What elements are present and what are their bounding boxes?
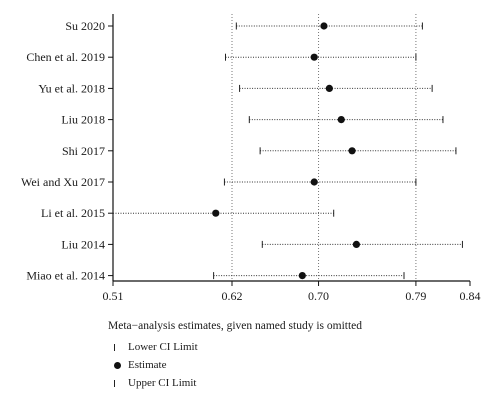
- study-label: Yu et al. 2018: [38, 81, 105, 95]
- estimate-point: [320, 22, 328, 30]
- legend-upper-ci-label: Upper CI Limit: [128, 377, 197, 389]
- estimate-point: [325, 84, 333, 92]
- estimate-point: [310, 53, 318, 61]
- legend: Meta−analysis estimates, given named stu…: [108, 320, 362, 392]
- study-label: Liu 2014: [61, 237, 105, 251]
- legend-lower-ci-label: Lower CI Limit: [128, 341, 198, 353]
- estimate-dot-icon: [108, 361, 128, 369]
- estimate-point: [310, 178, 318, 186]
- study-label: Wei and Xu 2017: [21, 175, 105, 189]
- x-tick-label: 0.79: [405, 289, 426, 303]
- estimate-point: [352, 240, 361, 248]
- study-label: Li et al. 2015: [41, 206, 105, 220]
- x-tick-label: 0.84: [460, 289, 481, 303]
- estimate-point: [337, 116, 345, 124]
- x-tick-label: 0.51: [103, 289, 124, 303]
- upper-ci-tick-icon: [108, 379, 128, 387]
- study-label: Liu 2018: [61, 113, 105, 127]
- legend-lower-ci: Lower CI Limit: [108, 338, 362, 356]
- legend-estimate: Estimate: [108, 356, 362, 374]
- study-label: Miao et al. 2014: [26, 269, 105, 283]
- study-label: Shi 2017: [62, 144, 105, 158]
- lower-ci-tick-icon: [108, 343, 128, 351]
- legend-title: Meta−analysis estimates, given named stu…: [108, 320, 363, 332]
- legend-estimate-label: Estimate: [128, 359, 167, 371]
- estimate-point: [298, 272, 306, 280]
- estimate-point: [348, 147, 356, 155]
- x-tick-label: 0.62: [222, 289, 243, 303]
- study-label: Chen et al. 2019: [26, 50, 105, 64]
- legend-upper-ci: Upper CI Limit: [108, 374, 362, 392]
- estimate-point: [212, 209, 220, 217]
- x-tick-label: 0.70: [308, 289, 329, 303]
- study-label: Su 2020: [65, 19, 105, 33]
